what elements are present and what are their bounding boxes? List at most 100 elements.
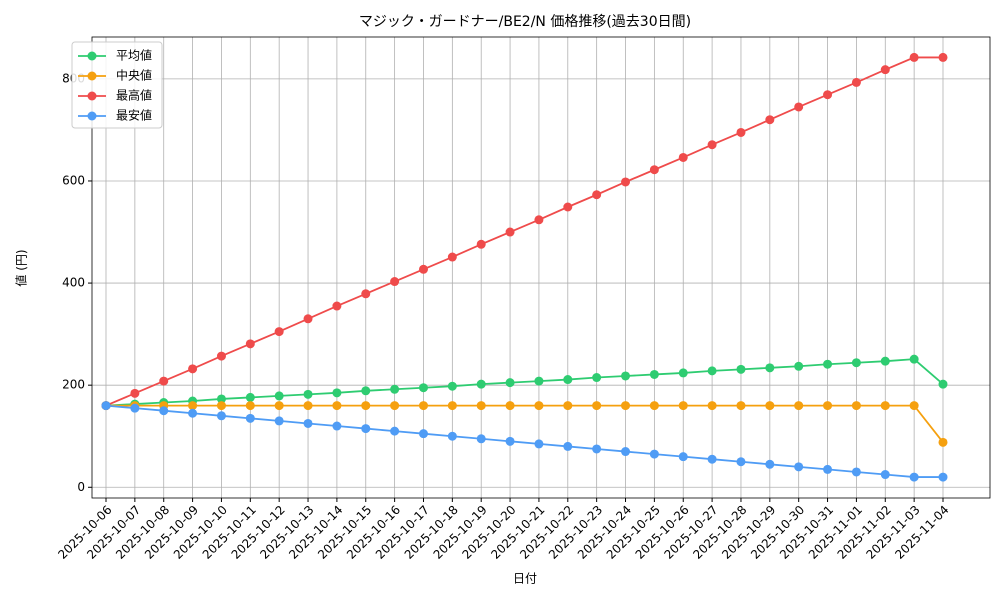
data-point	[188, 401, 198, 411]
plot-frame	[91, 36, 991, 499]
series-line	[105, 358, 944, 407]
data-point	[938, 52, 948, 62]
data-point	[765, 459, 775, 469]
data-point	[390, 401, 400, 411]
data-point	[880, 401, 890, 411]
data-point	[216, 351, 226, 361]
series-line	[105, 56, 943, 407]
data-point	[707, 401, 717, 411]
series-line	[106, 404, 944, 443]
data-point	[880, 65, 890, 75]
data-point	[592, 190, 602, 200]
data-point	[188, 364, 198, 374]
legend-marker	[87, 51, 97, 61]
data-point	[476, 379, 486, 389]
data-point	[159, 376, 169, 386]
data-point	[678, 152, 688, 162]
data-point	[794, 361, 804, 371]
data-point	[563, 202, 573, 212]
data-point	[534, 376, 544, 386]
data-point	[390, 277, 400, 287]
data-point	[332, 401, 342, 411]
data-point	[390, 384, 400, 394]
data-point	[505, 378, 515, 388]
data-point	[823, 401, 833, 411]
data-point	[447, 401, 457, 411]
data-point	[447, 381, 457, 391]
data-point	[736, 127, 746, 137]
legend-label: 最安値	[116, 108, 152, 123]
data-point	[418, 401, 428, 411]
data-point	[390, 426, 400, 436]
y-tick-label: 600	[62, 173, 85, 187]
legend-marker	[87, 111, 97, 121]
data-point	[794, 401, 804, 411]
data-point	[216, 411, 226, 421]
y-tick-label: 0	[77, 480, 85, 494]
data-point	[534, 215, 544, 225]
data-point	[332, 301, 342, 311]
legend-box	[71, 41, 163, 129]
data-point	[621, 177, 631, 187]
legend-label: 中央値	[116, 68, 152, 83]
chart-title: マジック・ガードナー/BE2/N 価格推移(過去30日間)	[359, 14, 691, 30]
data-point	[159, 406, 169, 416]
data-point	[303, 389, 313, 399]
data-point	[505, 401, 515, 411]
data-point	[794, 462, 804, 472]
data-point	[736, 457, 746, 467]
data-point	[938, 379, 948, 389]
data-point	[563, 375, 573, 385]
data-point	[563, 401, 573, 411]
data-point	[332, 388, 342, 398]
data-point	[880, 470, 890, 480]
data-point	[707, 140, 717, 150]
data-point	[823, 90, 833, 100]
data-point	[880, 356, 890, 366]
data-point	[823, 359, 833, 369]
y-tick-label: 200	[62, 378, 85, 392]
data-point	[274, 391, 284, 401]
data-point	[245, 339, 255, 349]
legend-label: 最高値	[116, 88, 152, 103]
data-point	[938, 472, 948, 482]
data-point	[447, 252, 457, 262]
data-point	[621, 371, 631, 381]
legend-marker	[87, 71, 97, 81]
data-point	[303, 314, 313, 324]
data-point	[823, 464, 833, 474]
data-point	[361, 401, 371, 411]
data-point	[851, 467, 861, 477]
data-point	[765, 401, 775, 411]
data-point	[678, 452, 688, 462]
data-point	[418, 429, 428, 439]
data-point	[245, 392, 255, 402]
data-point	[274, 401, 284, 411]
data-point	[765, 363, 775, 373]
data-point	[794, 102, 804, 112]
data-point	[274, 416, 284, 426]
data-point	[418, 264, 428, 274]
data-point	[592, 401, 602, 411]
data-point	[130, 388, 140, 398]
data-point	[361, 386, 371, 396]
legend-marker	[87, 91, 97, 101]
data-point	[361, 424, 371, 434]
data-point	[707, 366, 717, 376]
data-point	[303, 418, 313, 428]
data-point	[736, 401, 746, 411]
data-point	[188, 408, 198, 418]
data-point	[245, 413, 255, 423]
data-point	[534, 439, 544, 449]
data-point	[909, 52, 919, 62]
y-tick-label: 400	[62, 276, 85, 290]
y-axis-label: 値 (円)	[14, 249, 29, 286]
data-point	[707, 454, 717, 464]
data-point	[592, 444, 602, 454]
data-point	[649, 449, 659, 459]
data-point	[765, 115, 775, 125]
data-point	[332, 421, 342, 431]
data-point	[476, 239, 486, 249]
data-point	[216, 394, 226, 404]
